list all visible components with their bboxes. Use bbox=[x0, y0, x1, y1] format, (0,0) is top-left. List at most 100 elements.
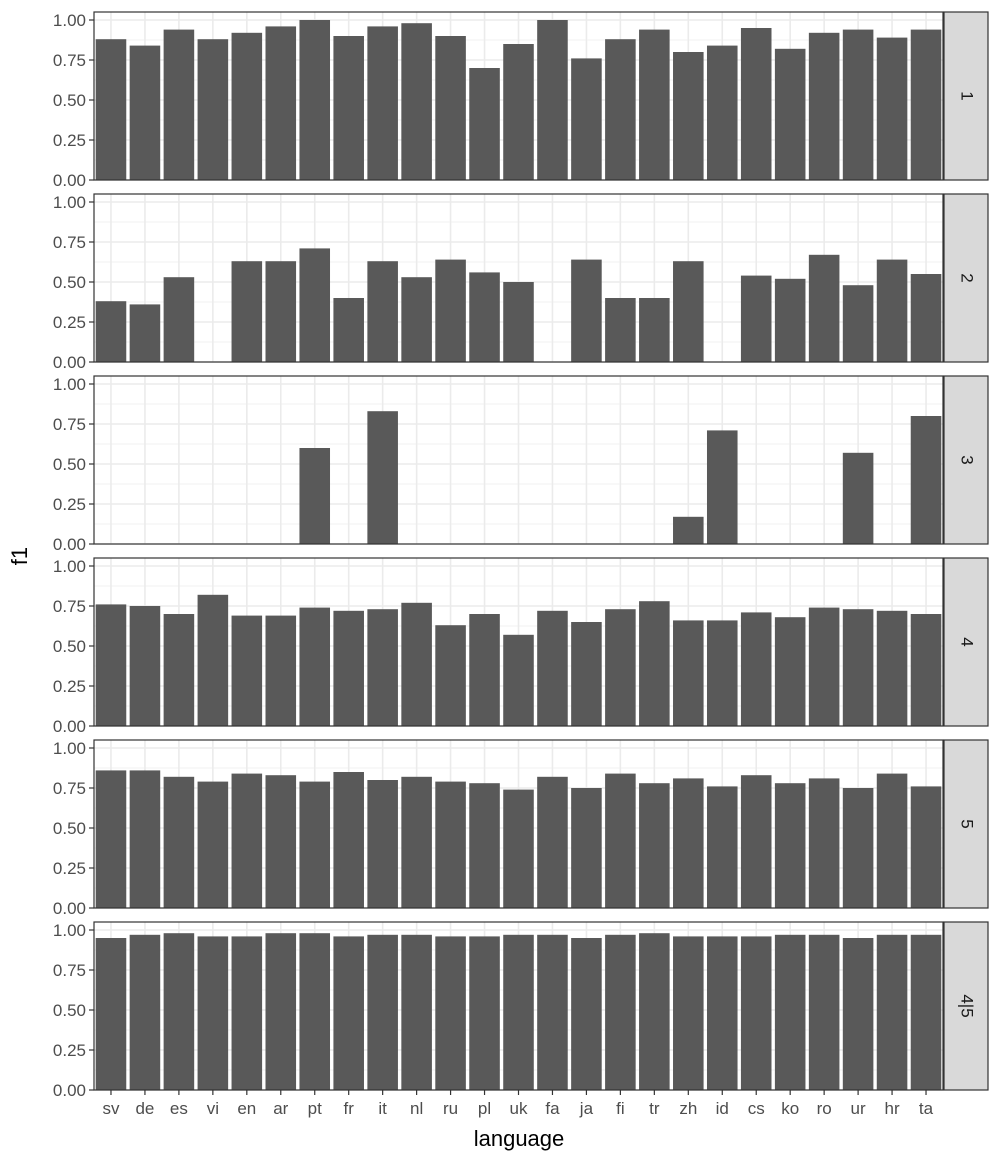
y-tick-label: 1.00 bbox=[53, 375, 86, 394]
bar-ur-panel-4|5 bbox=[842, 938, 874, 1090]
panels-layer: 0.00 0.25 0.50 0.75 1.00 1 0.00 0.25 0.50 0.75 1.0… bbox=[53, 11, 989, 1100]
bar-vi-panel-1 bbox=[197, 39, 229, 181]
bar-sv-panel-2 bbox=[95, 301, 127, 362]
bar-vi-panel-4|5 bbox=[197, 936, 229, 1090]
bar-en-panel-4 bbox=[231, 615, 263, 726]
x-tick-label-de: de bbox=[135, 1099, 154, 1118]
bar-it-panel-4 bbox=[367, 609, 398, 726]
bar-fi-panel-1 bbox=[605, 39, 636, 181]
bar-hr-panel-4 bbox=[876, 610, 908, 726]
bar-ro-panel-4|5 bbox=[808, 934, 840, 1090]
bar-fa-panel-4 bbox=[537, 610, 568, 726]
bar-ta-panel-4|5 bbox=[910, 934, 942, 1090]
bar-en-panel-4|5 bbox=[231, 936, 263, 1090]
bar-ru-panel-5 bbox=[435, 781, 466, 908]
x-tick-label-vi: vi bbox=[207, 1099, 219, 1118]
bar-fi-panel-5 bbox=[605, 773, 636, 908]
panel-border bbox=[93, 375, 944, 545]
bar-sv-panel-1 bbox=[95, 39, 127, 181]
bar-fa-panel-4|5 bbox=[537, 934, 568, 1090]
bar-en-panel-1 bbox=[231, 32, 263, 180]
bar-fr-panel-5 bbox=[333, 772, 364, 908]
bar-fa-panel-1 bbox=[537, 20, 568, 180]
bar-zh-panel-1 bbox=[673, 52, 704, 180]
bar-zh-panel-5 bbox=[673, 778, 704, 908]
bar-it-panel-4|5 bbox=[367, 934, 398, 1090]
bar-uk-panel-5 bbox=[503, 789, 534, 908]
bar-ro-panel-5 bbox=[808, 778, 840, 908]
bar-tr-panel-2 bbox=[639, 298, 670, 362]
bar-pt-panel-1 bbox=[299, 20, 331, 180]
bar-fr-panel-4|5 bbox=[333, 936, 364, 1090]
bar-uk-panel-2 bbox=[503, 282, 534, 362]
facet-strip-label: 4|5 bbox=[958, 994, 977, 1017]
bar-cs-panel-4|5 bbox=[740, 936, 772, 1090]
bar-ja-panel-4 bbox=[571, 622, 602, 726]
bar-pt-panel-4 bbox=[299, 607, 331, 726]
bar-cs-panel-1 bbox=[740, 28, 772, 180]
bar-ja-panel-1 bbox=[571, 58, 602, 180]
bar-ta-panel-5 bbox=[910, 786, 942, 908]
bar-tr-panel-4|5 bbox=[639, 933, 670, 1090]
y-tick-label: 0.50 bbox=[53, 637, 86, 656]
bar-ja-panel-5 bbox=[571, 788, 602, 908]
y-tick-label: 0.00 bbox=[53, 171, 86, 190]
bar-en-panel-5 bbox=[231, 773, 263, 908]
facet-strip bbox=[943, 557, 989, 727]
bar-pt-panel-3 bbox=[299, 448, 331, 544]
bar-ta-panel-3 bbox=[910, 416, 942, 544]
x-tick-label-pt: pt bbox=[308, 1099, 322, 1118]
bar-ja-panel-4|5 bbox=[571, 938, 602, 1090]
bar-zh-panel-2 bbox=[673, 261, 704, 362]
y-tick-label: 0.75 bbox=[53, 233, 86, 252]
bar-ru-panel-4|5 bbox=[435, 936, 466, 1090]
bar-pt-panel-4|5 bbox=[299, 933, 331, 1090]
bar-id-panel-4|5 bbox=[706, 936, 738, 1090]
bar-ar-panel-4|5 bbox=[265, 933, 297, 1090]
y-tick-label: 0.25 bbox=[53, 1041, 86, 1060]
facet-panel-1: 0.00 0.25 0.50 0.75 1.00 1 bbox=[53, 11, 989, 190]
y-tick-label: 0.00 bbox=[53, 353, 86, 372]
x-tick-label-fr: fr bbox=[344, 1099, 355, 1118]
bar-id-panel-5 bbox=[706, 786, 738, 908]
bar-es-panel-4 bbox=[163, 614, 195, 726]
x-tick-label-ja: ja bbox=[579, 1099, 594, 1118]
facet-panel-3: 0.00 0.25 0.50 0.75 1.00 3 bbox=[53, 375, 989, 554]
bar-pl-panel-4 bbox=[469, 614, 500, 726]
y-tick-label: 0.75 bbox=[53, 779, 86, 798]
bar-fi-panel-4 bbox=[605, 609, 636, 726]
y-tick-label: 0.00 bbox=[53, 1081, 86, 1100]
bar-fr-panel-2 bbox=[333, 298, 364, 362]
bar-ko-panel-1 bbox=[774, 48, 806, 180]
bar-ko-panel-4|5 bbox=[774, 934, 806, 1090]
bar-fr-panel-4 bbox=[333, 610, 364, 726]
bar-nl-panel-4 bbox=[401, 602, 432, 726]
bar-vi-panel-4 bbox=[197, 594, 229, 726]
bar-id-panel-1 bbox=[706, 45, 738, 180]
x-tick-label-uk: uk bbox=[510, 1099, 528, 1118]
bar-pl-panel-1 bbox=[469, 68, 500, 180]
y-tick-label: 0.25 bbox=[53, 313, 86, 332]
panel-border bbox=[93, 739, 944, 909]
bar-nl-panel-2 bbox=[401, 277, 432, 362]
facet-strip bbox=[943, 375, 989, 545]
x-tick-label-fi: fi bbox=[616, 1099, 625, 1118]
y-tick-label: 0.75 bbox=[53, 597, 86, 616]
bar-es-panel-4|5 bbox=[163, 933, 195, 1090]
bar-ta-panel-4 bbox=[910, 614, 942, 726]
bar-ro-panel-2 bbox=[808, 254, 840, 362]
panel-border bbox=[93, 11, 944, 181]
bar-uk-panel-4|5 bbox=[503, 934, 534, 1090]
x-tick-label-tr: tr bbox=[649, 1099, 660, 1118]
bar-vi-panel-5 bbox=[197, 781, 229, 908]
bar-tr-panel-1 bbox=[639, 29, 670, 180]
bar-ko-panel-4 bbox=[774, 617, 806, 726]
bar-nl-panel-1 bbox=[401, 23, 432, 181]
y-tick-label: 0.25 bbox=[53, 859, 86, 878]
bar-pt-panel-2 bbox=[299, 248, 331, 362]
x-tick-label-nl: nl bbox=[410, 1099, 423, 1118]
bar-fa-panel-5 bbox=[537, 776, 568, 908]
y-tick-label: 0.25 bbox=[53, 495, 86, 514]
bar-ko-panel-5 bbox=[774, 783, 806, 908]
